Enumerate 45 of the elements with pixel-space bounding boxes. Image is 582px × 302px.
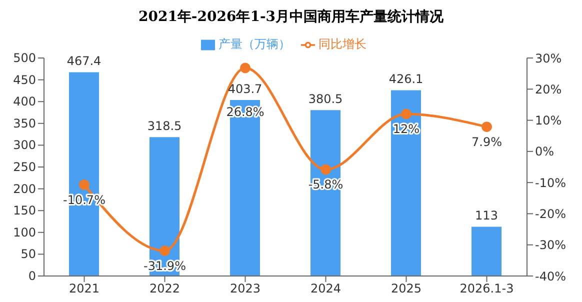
- y-tick-label: 100: [13, 225, 36, 240]
- data-label: 426.1: [388, 72, 424, 86]
- data-label: 7.9%: [472, 134, 502, 149]
- legend-label: 产量（万辆）: [218, 37, 290, 51]
- y2-tick-label: -40%: [535, 269, 566, 284]
- y-tick-label: 400: [13, 94, 36, 109]
- x-tick-label: 2024: [310, 282, 342, 296]
- y2-tick-label: -30%: [535, 238, 566, 252]
- y-tick-label: 50: [20, 247, 36, 262]
- point: [401, 108, 412, 120]
- chart-title: 2021年-2026年1-3月中国商用车产量统计情况: [137, 8, 445, 26]
- y2-tick-label: -10%: [535, 176, 566, 190]
- y2-tick-label: 0%: [535, 144, 554, 159]
- point: [240, 62, 250, 74]
- x-tick-label: 2022: [149, 282, 180, 296]
- y-tick-label: 300: [13, 138, 36, 152]
- y-tick-label: 150: [13, 204, 36, 218]
- data-label: 12%: [392, 122, 420, 136]
- y-tick-label: 500: [13, 51, 36, 65]
- bar: [472, 226, 502, 276]
- point: [320, 164, 331, 175]
- data-label: 467.4: [66, 54, 102, 68]
- y2-tick-label: 20%: [535, 82, 562, 96]
- y2-tick-label: 30%: [535, 51, 562, 66]
- data-label: 380.5: [308, 92, 343, 106]
- bar: [310, 110, 340, 276]
- y-tick-label: 200: [13, 182, 36, 196]
- data-label: 318.5: [147, 119, 182, 134]
- bar: [391, 90, 421, 276]
- y-tick-label: 0: [28, 269, 36, 283]
- point: [482, 122, 492, 132]
- point: [79, 180, 90, 190]
- y2-tick-label: -20%: [535, 206, 566, 221]
- data-label: 403.7: [228, 82, 262, 96]
- x-tick-label: 2025: [390, 282, 422, 296]
- y-tick-label: 350: [13, 116, 36, 130]
- x-tick-label: 2026.1-3: [460, 282, 514, 296]
- y-tick-label: 450: [13, 72, 36, 87]
- legend-label: 同比增长: [318, 37, 366, 51]
- data-label: 113: [475, 208, 498, 223]
- y-tick-label: 250: [13, 160, 36, 174]
- x-tick-label: 2021: [68, 282, 100, 296]
- y2-tick-label: 10%: [535, 114, 562, 128]
- point: [160, 246, 170, 256]
- x-tick-label: 2023: [230, 282, 261, 296]
